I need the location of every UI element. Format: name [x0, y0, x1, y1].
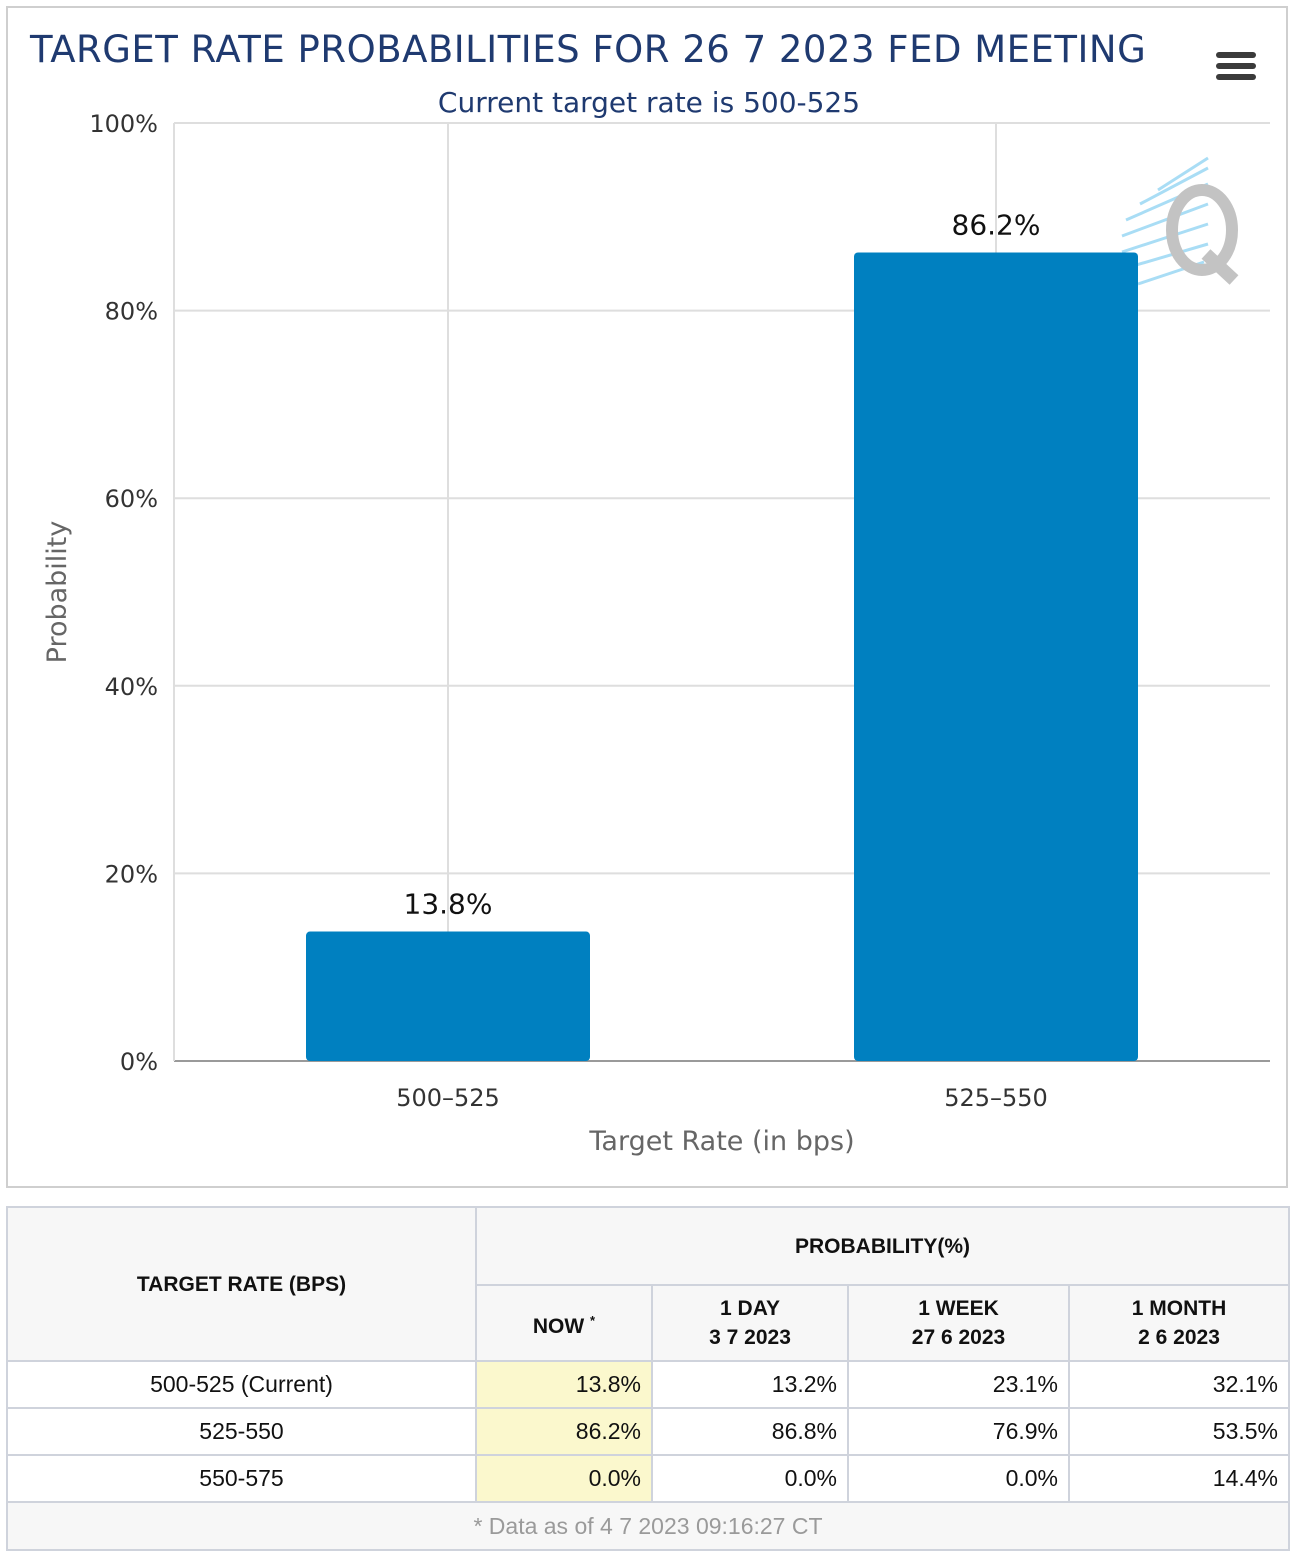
data-label: 86.2%: [952, 208, 1041, 241]
header-1month-label: 1 MONTH: [1131, 1297, 1227, 1320]
y-axis-title: Probability: [42, 521, 73, 664]
bar: [854, 252, 1138, 1062]
header-1week-date: 27 6 2023: [911, 1326, 1006, 1349]
y-tick-label: 40%: [105, 673, 158, 701]
header-1week-label: 1 WEEK: [918, 1297, 999, 1320]
x-tick-label: 525–550: [944, 1084, 1048, 1112]
table-row: 525-550 86.2% 86.8% 76.9% 53.5%: [6, 1407, 1290, 1456]
header-now: NOW *: [475, 1284, 653, 1362]
menu-line: [1216, 52, 1256, 58]
header-1day-date: 3 7 2023: [709, 1326, 791, 1349]
now-cell: 86.2%: [475, 1407, 653, 1456]
month-cell: 14.4%: [1068, 1454, 1290, 1503]
bar-layer: [306, 252, 1138, 1062]
cme-q-logo-icon: [1121, 156, 1239, 286]
menu-line: [1216, 74, 1256, 80]
y-tick-label: 60%: [105, 485, 158, 513]
chart-panel: TARGET RATE PROBABILITIES FOR 26 7 2023 …: [6, 6, 1288, 1188]
month-cell: 53.5%: [1068, 1407, 1290, 1456]
week-cell: 76.9%: [847, 1407, 1070, 1456]
day-cell: 0.0%: [651, 1454, 849, 1503]
table-row: 500-525 (Current) 13.8% 13.2% 23.1% 32.1…: [6, 1360, 1290, 1409]
data-timestamp-footnote: * Data as of 4 7 2023 09:16:27 CT: [6, 1501, 1290, 1551]
header-probability: PROBABILITY(%): [475, 1206, 1290, 1286]
header-1month-date: 2 6 2023: [1138, 1326, 1220, 1349]
day-cell: 86.8%: [651, 1407, 849, 1456]
y-tick-label: 100%: [89, 110, 158, 138]
probability-table: TARGET RATE (BPS) PROBABILITY(%) NOW * 1…: [6, 1206, 1290, 1551]
y-tick-label: 80%: [105, 298, 158, 326]
month-cell: 32.1%: [1068, 1360, 1290, 1409]
label-layer: 0% 20% 40% 60% 80% 100% 13.8% 500–525 86.2% 525–5…: [42, 110, 1048, 1157]
menu-line: [1216, 63, 1256, 69]
bar: [306, 931, 590, 1061]
week-cell: 0.0%: [847, 1454, 1070, 1503]
week-cell: 23.1%: [847, 1360, 1070, 1409]
header-1week: 1 WEEK 27 6 2023: [847, 1284, 1070, 1362]
header-now-label: NOW: [532, 1314, 585, 1338]
data-label: 13.8%: [404, 888, 493, 921]
hamburger-menu-icon[interactable]: [1216, 52, 1256, 84]
y-tick-label: 20%: [105, 860, 158, 888]
x-axis-title: Target Rate (in bps): [588, 1126, 854, 1157]
chart-subtitle: Current target rate is 500-525: [437, 86, 861, 119]
header-1day: 1 DAY 3 7 2023: [651, 1284, 849, 1362]
now-cell: 0.0%: [475, 1454, 653, 1503]
day-cell: 13.2%: [651, 1360, 849, 1409]
y-tick-label: 0%: [120, 1048, 158, 1076]
table-row: 550-575 0.0% 0.0% 0.0% 14.4%: [6, 1454, 1290, 1503]
rate-cell: 550-575: [6, 1454, 477, 1503]
rate-cell: 500-525 (Current): [6, 1360, 477, 1409]
now-cell: 13.8%: [475, 1360, 653, 1409]
header-target-rate: TARGET RATE (BPS): [6, 1206, 477, 1362]
bar-chart: 0% 20% 40% 60% 80% 100% 13.8% 500–525 86.2% 525–5…: [42, 110, 1270, 1157]
header-1month: 1 MONTH 2 6 2023: [1068, 1284, 1290, 1362]
x-tick-label: 500–525: [396, 1084, 500, 1112]
header-1day-label: 1 DAY: [720, 1297, 780, 1320]
footnote-mark: *: [590, 1312, 596, 1328]
rate-cell: 525-550: [6, 1407, 477, 1456]
chart-title: TARGET RATE PROBABILITIES FOR 26 7 2023 …: [30, 28, 1147, 71]
